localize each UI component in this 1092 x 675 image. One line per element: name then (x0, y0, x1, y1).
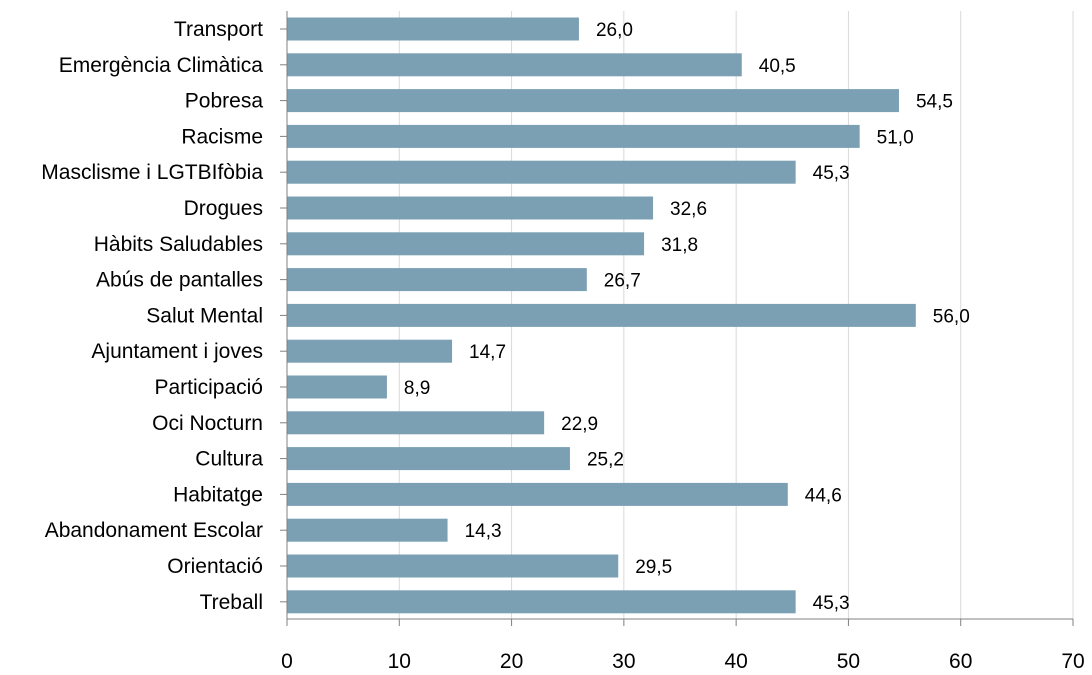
category-label: Cultura (195, 448, 263, 471)
value-label: 44,6 (805, 485, 842, 506)
category-label: Orientació (167, 555, 263, 578)
bar (287, 447, 570, 471)
category-label: Hàbits Saludables (94, 233, 263, 256)
x-tick-label: 10 (388, 650, 411, 673)
bar (287, 482, 788, 506)
category-label: Participació (154, 376, 263, 399)
category-label: Racisme (181, 125, 263, 148)
bar (287, 160, 796, 184)
category-label: Oci Nocturn (152, 412, 263, 435)
bars (287, 17, 916, 614)
value-label: 14,7 (469, 342, 506, 363)
value-label: 56,0 (933, 306, 970, 327)
category-label: Salut Mental (146, 304, 263, 327)
bar (287, 590, 796, 614)
value-label: 40,5 (759, 56, 796, 77)
bar (287, 17, 579, 41)
bar (287, 196, 654, 220)
value-label: 29,5 (635, 557, 672, 578)
value-label: 45,3 (813, 163, 850, 184)
bar (287, 124, 860, 148)
category-label: Ajuntament i joves (91, 340, 263, 363)
bar (287, 375, 387, 399)
x-tick-label: 60 (949, 650, 972, 673)
value-label: 26,7 (604, 271, 641, 292)
bar (287, 554, 619, 578)
value-label: 25,2 (587, 450, 624, 471)
bar (287, 53, 742, 77)
category-label: Abús de pantalles (96, 269, 263, 292)
value-label: 8,9 (404, 378, 430, 399)
category-label: Treball (200, 591, 263, 614)
bar (287, 89, 899, 113)
axes (280, 11, 1074, 626)
bar (287, 268, 587, 292)
category-label: Habitatge (173, 483, 263, 506)
category-label: Transport (174, 18, 263, 41)
value-label: 14,3 (465, 521, 502, 542)
x-tick-label: 70 (1061, 650, 1084, 673)
value-label: 51,0 (877, 127, 914, 148)
category-label: Drogues (184, 197, 263, 220)
category-label: Abandonament Escolar (45, 519, 263, 542)
category-label: Masclisme i LGTBIfòbia (41, 161, 263, 184)
x-tick-label: 30 (612, 650, 635, 673)
value-label: 45,3 (813, 593, 850, 614)
bar (287, 411, 545, 435)
value-label: 32,6 (670, 199, 707, 220)
bar (287, 303, 916, 327)
bar (287, 518, 448, 542)
x-tick-label: 20 (500, 650, 523, 673)
labels: 0 10 20 30 40 50 60 70 Transport 26,0 Emergència C… (41, 18, 1084, 673)
value-label: 31,8 (661, 235, 698, 256)
category-label: Pobresa (185, 90, 264, 113)
bar (287, 232, 645, 256)
bar (287, 339, 453, 363)
x-tick-label: 0 (281, 650, 293, 673)
x-tick-label: 40 (724, 650, 747, 673)
x-tick-label: 50 (837, 650, 860, 673)
value-label: 54,5 (916, 92, 953, 113)
value-label: 22,9 (561, 414, 598, 435)
value-label: 26,0 (596, 20, 633, 41)
category-label: Emergència Climàtica (59, 54, 264, 77)
